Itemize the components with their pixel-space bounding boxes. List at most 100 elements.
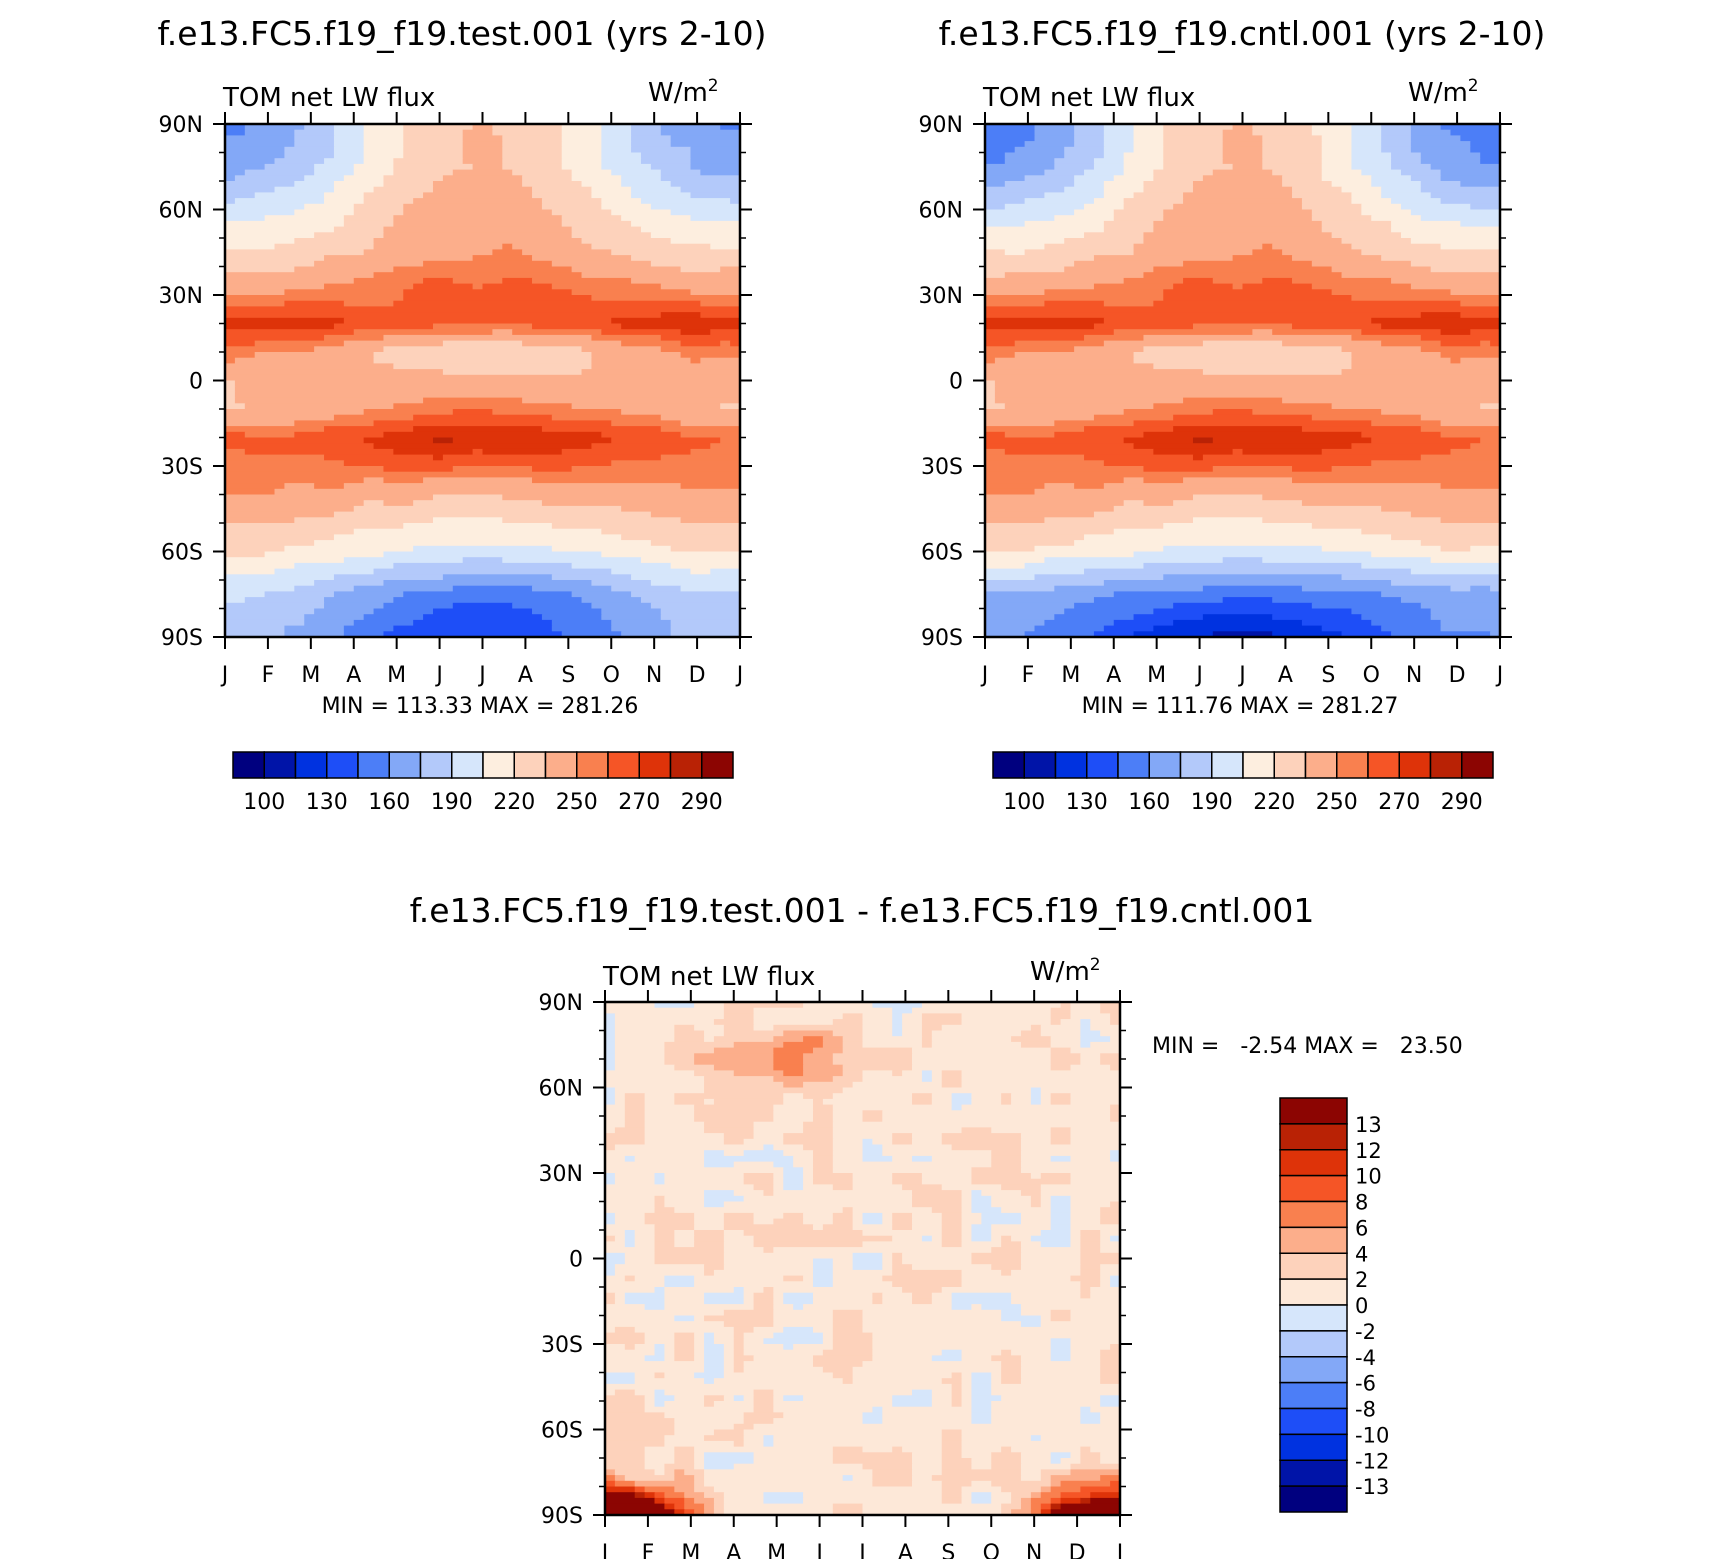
contour-cell (1040, 1024, 1081, 1032)
contour-cell (773, 1247, 992, 1254)
contour-cell (225, 369, 444, 376)
contour-cell (423, 260, 553, 268)
contour-cell (704, 1036, 715, 1043)
contour-cell (1050, 1053, 1081, 1060)
contour-cell (614, 1475, 626, 1482)
contour-cell (941, 1287, 1081, 1294)
contour-cell (1420, 186, 1501, 193)
contour-cell (941, 1480, 973, 1488)
contour-cell (393, 220, 563, 228)
contour-cell (1090, 1406, 1121, 1413)
contour-cell (1084, 203, 1125, 211)
contour-cell (690, 568, 711, 575)
contour-cell (743, 1435, 765, 1442)
contour-cell (710, 568, 741, 575)
contour-cell (985, 135, 1036, 142)
contour-cell (225, 511, 335, 518)
contour-cell (1040, 1503, 1052, 1510)
contour-cell (694, 1002, 725, 1009)
contour-cell (1311, 215, 1372, 222)
contour-cell (472, 448, 484, 456)
contour-cell (951, 1144, 1022, 1151)
contour-cell (294, 238, 375, 245)
contour-cell (343, 483, 682, 490)
contour-cell (1030, 1492, 1042, 1499)
contour-cell (773, 1304, 794, 1311)
contour-cell (225, 283, 325, 290)
contour-cell (720, 340, 731, 347)
contour-cell (941, 1452, 963, 1459)
contour-cell (1020, 1138, 1052, 1146)
contour-cell (872, 1138, 893, 1146)
contour-cell (743, 1195, 913, 1203)
contour-cell (961, 1395, 973, 1402)
contour-cell (1192, 181, 1283, 188)
contour-cell (783, 1292, 814, 1299)
contour-cell (383, 346, 583, 353)
contour-cell (1044, 243, 1135, 250)
contour-cell (1040, 1475, 1052, 1482)
colorbar-label: 270 (1378, 790, 1420, 815)
contour-cell (753, 1458, 834, 1465)
contour-cell (763, 1435, 774, 1442)
contour-cell (812, 1275, 834, 1282)
contour-cell (1080, 1036, 1111, 1043)
contour-cell (581, 369, 741, 376)
contour-cell (624, 1098, 646, 1106)
contour-cell (1381, 141, 1412, 148)
contour-cell (1004, 249, 1026, 256)
contour-cell (561, 152, 602, 159)
contour-cell (951, 1395, 963, 1402)
contour-cell (1074, 209, 1115, 216)
contour-cell (912, 1469, 943, 1476)
contour-cell (225, 243, 276, 250)
contour-cell (733, 1355, 755, 1362)
contour-cell (605, 1059, 616, 1066)
contour-cell (773, 1036, 804, 1043)
contour-cell (822, 1036, 844, 1043)
contour-cell (1103, 152, 1125, 159)
contour-cell (614, 1047, 666, 1054)
contour-cell (1153, 226, 1323, 233)
contour-cell (631, 255, 741, 262)
contour-cell (1282, 249, 1362, 256)
contour-cell (783, 1093, 804, 1100)
contour-cell (674, 1452, 695, 1459)
contour-cell (912, 1138, 943, 1146)
contour-cell (753, 1007, 893, 1014)
colorbar-label: 290 (1441, 790, 1483, 815)
contour-cell (1391, 158, 1422, 165)
contour-cell (971, 1190, 982, 1197)
contour-cell (961, 1486, 1002, 1493)
contour-cell (961, 1401, 973, 1408)
contour-cell (423, 277, 454, 285)
colorbar-box (1179, 751, 1213, 779)
contour-cell (753, 1184, 774, 1191)
contour-cell (991, 1412, 1081, 1419)
contour-cell (704, 1201, 725, 1208)
contour-cell (951, 1389, 963, 1396)
panel-label-cntl: TOM net LW flux (982, 83, 1195, 113)
contour-cell (812, 1178, 854, 1185)
contour-cell (773, 1406, 874, 1413)
contour-cell (743, 1292, 755, 1299)
contour-cell (605, 1224, 656, 1231)
contour-cell (1321, 135, 1353, 142)
contour-cell (1050, 1195, 1072, 1203)
contour-cell (1420, 334, 1501, 342)
contour-cell (1093, 198, 1125, 205)
contour-cell (522, 397, 741, 404)
contour-cell (872, 1469, 913, 1476)
x-tick-label: S (561, 663, 575, 688)
contour-cell (225, 614, 305, 621)
contour-cell (951, 1298, 1012, 1305)
contour-cell (694, 1241, 725, 1248)
contour-cell (723, 1024, 755, 1032)
contour-cell (674, 1093, 784, 1100)
contour-cell (713, 1269, 814, 1277)
contour-cell (605, 1104, 626, 1111)
contour-cell (1222, 152, 1263, 159)
contour-cell (1080, 1452, 1101, 1459)
contour-cell (1391, 580, 1501, 587)
colorbar-box (1336, 751, 1369, 779)
